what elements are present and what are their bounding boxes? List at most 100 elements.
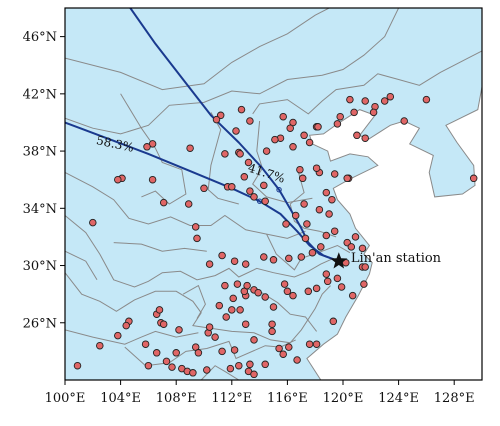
map-plot-area <box>65 8 482 380</box>
monitoring-site-dot <box>229 294 237 303</box>
monitoring-site-dot <box>159 320 168 328</box>
monitoring-site-dot <box>282 220 290 228</box>
monitoring-site-dot <box>350 108 358 117</box>
monitoring-site-dot <box>322 270 331 278</box>
monitoring-site-dot <box>262 147 271 155</box>
trajectory-lines <box>65 8 340 263</box>
monitoring-site-dot <box>322 188 331 197</box>
monitoring-site-dot <box>358 244 367 253</box>
monitoring-site-dot <box>469 174 478 183</box>
monitoring-site-dot <box>317 243 325 251</box>
monitoring-site-dot <box>343 174 351 183</box>
monitoring-site-dot <box>250 370 258 379</box>
monitoring-site-dot <box>221 281 229 290</box>
monitoring-site-dot <box>175 326 183 334</box>
monitoring-site-dot <box>330 227 339 235</box>
monitoring-site-dot <box>240 173 249 181</box>
monitoring-site-dot <box>328 195 336 204</box>
station-label: Lin'an station <box>351 251 442 266</box>
monitoring-site-dot <box>305 340 314 348</box>
monitoring-site-dot <box>298 174 307 183</box>
y-tick-label: 38°N <box>23 145 57 160</box>
x-tick-label: 100°E <box>45 391 86 406</box>
monitoring-site-dot <box>325 210 333 218</box>
monitoring-sites <box>73 92 478 379</box>
monitoring-site-dot <box>203 366 211 374</box>
x-tick-label: 120°E <box>323 391 364 406</box>
monitoring-site-dot <box>268 327 276 336</box>
border-line <box>65 8 400 135</box>
border-line <box>252 50 482 115</box>
map-frame <box>64 7 483 381</box>
monitoring-site-dot <box>73 361 82 370</box>
monitoring-site-dot <box>275 344 283 353</box>
monitoring-site-dot <box>235 361 243 370</box>
axis-ticks: 100°E 104°E 108°E 112°E 116°E 120°E 124°E 128°E… <box>23 30 475 406</box>
monitoring-site-dot <box>271 135 279 144</box>
y-tick-label: 26°N <box>23 316 57 331</box>
monitoring-site-dot <box>283 287 292 296</box>
border-line <box>120 93 187 205</box>
monitoring-site-dot <box>205 323 214 331</box>
monitoring-site-dot <box>285 343 293 351</box>
monitoring-site-dot <box>233 280 242 288</box>
monitoring-site-dot <box>241 260 250 268</box>
border-line <box>65 215 334 288</box>
y-tick-label: 42°N <box>23 87 57 102</box>
monitoring-site-dot <box>241 320 250 328</box>
monitoring-site-dot <box>300 131 308 140</box>
monitoring-site-dot <box>221 150 229 158</box>
monitoring-site-dot <box>212 115 221 124</box>
monitoring-site-dot <box>114 331 122 340</box>
y-tick-label: 46°N <box>23 30 57 45</box>
monitoring-site-dot <box>246 117 254 125</box>
monitoring-site-dot <box>312 164 321 172</box>
monitoring-site-dot <box>261 293 269 301</box>
monitoring-site-dot <box>353 131 361 140</box>
monitoring-site-dot <box>191 223 200 231</box>
monitoring-site-dot <box>305 138 314 147</box>
monitoring-site-dot <box>279 112 287 121</box>
monitoring-site-dot <box>330 170 339 178</box>
x-tick-label: 124°E <box>378 391 419 406</box>
monitoring-site-dot <box>297 253 306 261</box>
monitoring-site-dot <box>308 248 317 257</box>
y-tick-label: 30°N <box>23 259 57 274</box>
monitoring-site-dot <box>351 233 360 241</box>
monitoring-site-dot <box>144 361 153 370</box>
monitoring-site-dot <box>232 127 240 135</box>
monitoring-site-dot <box>286 124 294 132</box>
monitoring-site-dot <box>268 320 276 328</box>
monitoring-site-dot <box>346 95 354 104</box>
x-tick-label: 108°E <box>156 391 197 406</box>
monitoring-site-dot <box>228 306 236 314</box>
monitoring-site-dot <box>228 183 236 191</box>
x-tick-label: 128°E <box>434 391 475 406</box>
monitoring-site-dot <box>184 200 193 208</box>
station-star-icon <box>330 252 348 269</box>
monitoring-site-dot <box>361 134 369 142</box>
monitoring-site-dot <box>312 340 321 348</box>
x-tick-label: 104°E <box>100 391 141 406</box>
monitoring-site-dot <box>189 369 197 377</box>
monitoring-site-dot <box>250 336 258 344</box>
monitoring-site-dot <box>260 181 268 190</box>
x-tick-label: 112°E <box>211 391 252 406</box>
monitoring-site-dot <box>360 280 368 288</box>
monitoring-site-dot <box>230 257 239 265</box>
monitoring-site-dot <box>200 184 208 193</box>
monitoring-site-dot <box>236 150 244 158</box>
monitoring-site-dot <box>246 187 254 195</box>
monitoring-site-dot <box>96 341 104 350</box>
monitoring-site-dot <box>269 303 278 311</box>
monitoring-site-dot <box>322 231 331 240</box>
monitoring-site-dot <box>386 92 395 101</box>
monitoring-site-dot <box>186 144 194 152</box>
monitoring-site-dot <box>246 360 254 369</box>
monitoring-site-dot <box>172 349 180 357</box>
monitoring-site-dot <box>230 346 239 354</box>
monitoring-site-dot <box>237 105 246 114</box>
monitoring-site-dot <box>312 284 321 293</box>
monitoring-site-dot <box>300 200 308 208</box>
